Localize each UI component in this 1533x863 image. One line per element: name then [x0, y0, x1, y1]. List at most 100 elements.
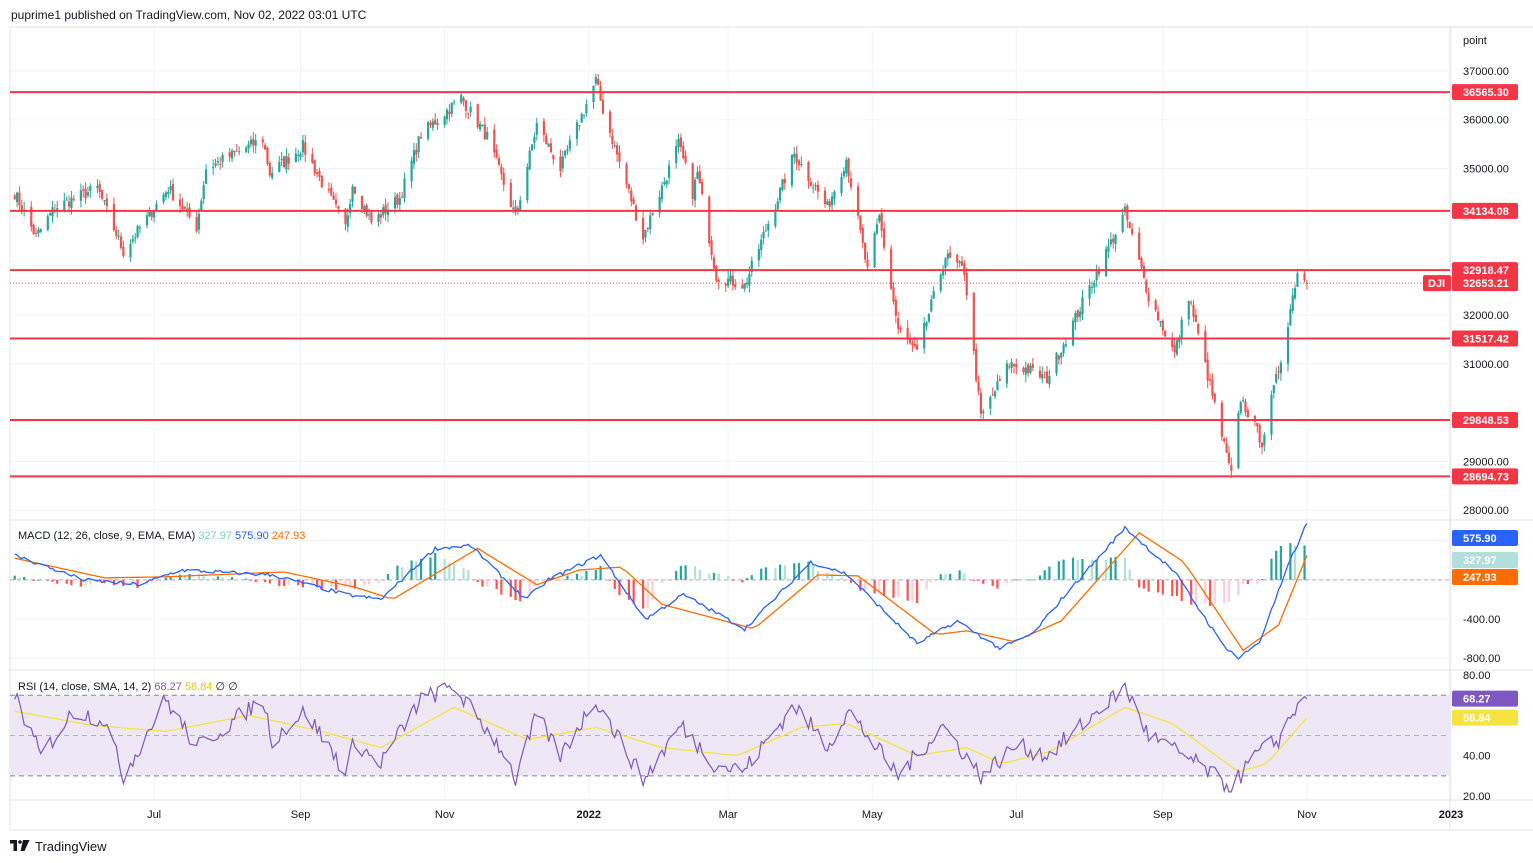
level-badge-text: 34134.08: [1463, 206, 1509, 218]
candle: [816, 184, 820, 192]
candle: [427, 121, 430, 139]
price-axis[interactable]: point37000.0036000.0035000.0033000.00320…: [1423, 35, 1518, 803]
candle: [663, 182, 666, 184]
macd-histogram-bar: [996, 579, 999, 589]
candle: [486, 131, 489, 140]
candle: [790, 154, 794, 186]
time-axis[interactable]: Jul Sep Nov 2022 Mar May Jul Sep Nov 2023: [147, 809, 1463, 821]
macd-histogram-bar: [679, 565, 682, 580]
candle: [861, 227, 864, 243]
candle: [842, 171, 845, 177]
candle: [830, 196, 834, 206]
candle: [899, 328, 902, 330]
candle: [1164, 331, 1167, 337]
price-pane[interactable]: [13, 73, 1308, 478]
candle: [651, 212, 654, 215]
macd-legend: MACD (12, 26, close, 9, EMA, EMA) 327.97…: [18, 530, 305, 542]
candle: [925, 322, 928, 327]
candle: [1130, 228, 1134, 234]
candle: [112, 203, 116, 231]
macd-histogram-bar: [377, 579, 380, 584]
candle: [764, 230, 768, 232]
time-axis-tick: Nov: [435, 809, 455, 821]
candle: [748, 273, 751, 286]
candle: [932, 291, 935, 299]
indicator-legends: MACD (12, 26, close, 9, EMA, EMA) 327.97…: [18, 530, 305, 693]
candle: [363, 206, 366, 212]
macd-legend-histogram: 327.97: [198, 530, 235, 542]
candle: [1213, 393, 1216, 402]
level-badge-text: 28694.73: [1463, 471, 1509, 483]
candle: [245, 147, 248, 153]
candle: [445, 109, 449, 120]
candle: [431, 121, 434, 128]
candle: [1123, 206, 1127, 213]
candle: [476, 104, 479, 128]
rsi-value-badge-bg: [1452, 690, 1518, 707]
rsi-pane[interactable]: [14, 682, 1308, 794]
candle: [979, 392, 983, 414]
candle: [1173, 344, 1176, 353]
candle: [774, 209, 777, 227]
candle: [776, 201, 779, 210]
candle: [1031, 364, 1034, 368]
macd-histogram-bar: [382, 579, 385, 582]
macd-line: [14, 523, 1308, 660]
candle: [1192, 304, 1195, 317]
candle: [526, 167, 529, 201]
macd-pane[interactable]: [10, 523, 1450, 660]
candle: [1223, 438, 1226, 442]
macd-histogram-bar: [1256, 579, 1259, 584]
candle: [464, 100, 468, 111]
candle: [98, 183, 101, 193]
candle: [906, 328, 909, 340]
candle: [814, 185, 817, 187]
candle: [996, 381, 999, 391]
candle: [762, 232, 765, 239]
macd-histogram-bar: [18, 577, 21, 580]
candle: [745, 282, 749, 285]
candle: [1263, 434, 1266, 446]
macd-histogram-bar: [519, 579, 522, 602]
candle: [1159, 321, 1162, 323]
candle: [1204, 331, 1207, 362]
support-resistance-levels: [10, 91, 1450, 478]
candle: [1239, 401, 1242, 414]
candle: [977, 381, 980, 392]
macd-histogram-bar: [1010, 579, 1013, 583]
candle: [972, 293, 975, 351]
candle: [1090, 287, 1094, 289]
macd-histogram-bar: [330, 579, 333, 587]
candle: [1095, 271, 1098, 281]
macd-histogram-bar: [944, 574, 947, 580]
candle: [167, 191, 170, 195]
macd-histogram-bar: [764, 567, 768, 580]
candle: [1277, 371, 1280, 373]
candle: [1303, 273, 1306, 281]
macd-histogram-bar: [1213, 579, 1216, 604]
macd-histogram-bar: [807, 561, 810, 580]
candle: [783, 178, 786, 184]
candle: [197, 213, 201, 230]
candle: [462, 97, 465, 102]
macd-histogram-bar: [1161, 579, 1164, 595]
candle: [601, 100, 605, 114]
macd-histogram-bar: [1204, 579, 1207, 604]
candle: [691, 163, 694, 199]
candle: [155, 204, 158, 212]
level-badge-text: 32918.47: [1463, 265, 1509, 277]
candle: [330, 187, 333, 196]
candle: [1015, 364, 1018, 368]
candle: [1258, 425, 1261, 443]
histogram-value-badge-bg: [1452, 552, 1518, 568]
candle: [960, 261, 964, 266]
rsi-legend-extra: ∅ ∅: [216, 681, 238, 693]
candle: [911, 342, 914, 346]
price-axis-tick: 37000.00: [1463, 66, 1509, 78]
candle: [86, 192, 90, 196]
candle: [840, 177, 843, 194]
candle: [1237, 412, 1240, 469]
candle: [1156, 311, 1160, 321]
candle: [186, 208, 189, 210]
